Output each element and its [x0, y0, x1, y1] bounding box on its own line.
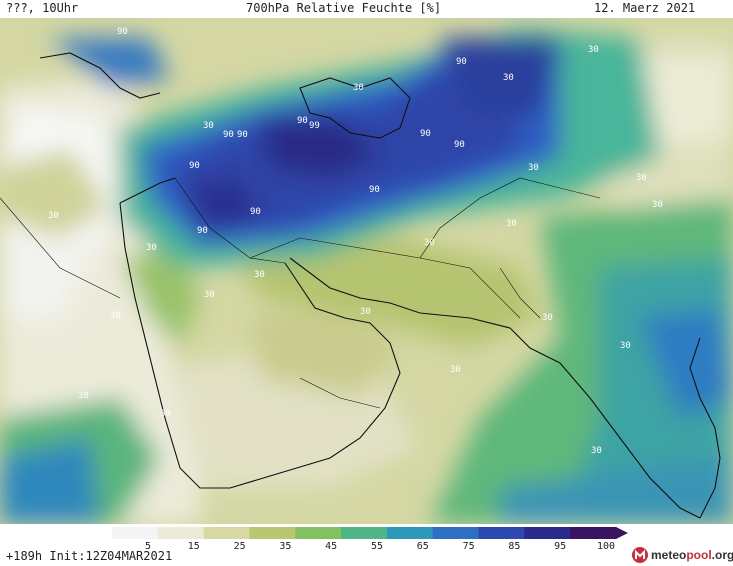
colorbar-tick-label: 25: [233, 541, 246, 552]
colorbar-segment: [157, 527, 205, 539]
borders: [0, 177, 601, 409]
colorbar-max-arrow: [616, 527, 628, 539]
colorbar-tick-label: 100: [596, 541, 616, 552]
humidity-field: [0, 28, 733, 524]
contour-label: 30: [48, 211, 59, 221]
contour-label: 30: [160, 409, 171, 419]
colorbar-segment: [112, 527, 159, 539]
colorbar-tick-label: 5: [144, 541, 152, 552]
contour-label: 90: [237, 130, 248, 140]
colorbar-tick-label: 65: [416, 541, 429, 552]
contour-label-layer: 90 90 90 90 90 90 90 90 90 90 90 99 30 3…: [48, 27, 663, 456]
contour-label: 30: [204, 290, 215, 300]
colorbar-tick-label: 75: [462, 541, 475, 552]
colorbar-segment: [570, 527, 617, 539]
contour-label: 90: [117, 27, 128, 37]
contour-label: 30: [588, 45, 599, 55]
contour-label: 30: [636, 173, 647, 183]
map-date: 12. Maerz 2021: [594, 1, 696, 15]
contour-label: 99: [309, 121, 320, 131]
contour-label: 30: [506, 219, 517, 229]
meteopool-logo[interactable]: meteopool.org: [630, 545, 733, 565]
contour-label: 30: [503, 73, 514, 83]
contour-label: 30: [110, 311, 121, 321]
colorbar-segment: [295, 527, 342, 539]
colorbar-tick-label: 85: [508, 541, 521, 552]
colorbar-tick-label: 95: [554, 541, 567, 552]
colorbar-segment: [524, 527, 571, 539]
contour-label: 90: [297, 116, 308, 126]
contour-label: 30: [78, 391, 89, 401]
colorbar-tick-label: 35: [279, 541, 292, 552]
contour-label: 30: [203, 121, 214, 131]
run-info: +189h Init:12Z04MAR2021: [6, 549, 173, 563]
logo-icon: [632, 547, 648, 563]
colorbar: [112, 527, 628, 539]
contour-label: 30: [528, 163, 539, 173]
contour-label: 90: [223, 130, 234, 140]
contour-label: 90: [197, 226, 208, 236]
contour-label: 30: [591, 446, 602, 456]
colorbar-segment: [386, 527, 434, 539]
colorbar-tick-label: 15: [187, 541, 200, 552]
map-header: ???, 10Uhr 700hPa Relative Feuchte [%] 1…: [0, 0, 733, 18]
contour-label: 90: [420, 129, 431, 139]
contour-label: 30: [360, 307, 371, 317]
colorbar-tick-label: 45: [325, 541, 338, 552]
colorbar-segment: [203, 527, 250, 539]
contour-label: 90: [456, 57, 467, 67]
contour-label: 30: [542, 313, 553, 323]
contour-label: 30: [424, 238, 435, 248]
contour-label: 30: [353, 83, 364, 93]
colorbar-segment: [341, 527, 388, 539]
logo-text: meteopool.org: [651, 548, 733, 562]
contour-label: 90: [189, 161, 200, 171]
colorbar-tick-label: 55: [370, 541, 384, 552]
valid-time-label: ???, 10Uhr: [6, 1, 79, 15]
colorbar-segment: [478, 527, 525, 539]
contour-label: 90: [369, 185, 380, 195]
contour-label: 90: [250, 207, 261, 217]
contour-label: 30: [254, 270, 265, 280]
coastlines: [39, 52, 721, 519]
contour-label: 90: [454, 140, 465, 150]
contour-label: 30: [620, 341, 631, 351]
humidity-map: 90 90 90 90 90 90 90 90 90 90 90 99 30 3…: [0, 18, 733, 524]
contour-label: 30: [652, 200, 663, 210]
contour-label: 30: [450, 365, 461, 375]
colorbar-segment: [249, 527, 296, 539]
map-title: 700hPa Relative Feuchte [%]: [246, 1, 442, 15]
contour-label: 30: [146, 243, 157, 253]
colorbar-segment: [432, 527, 480, 539]
